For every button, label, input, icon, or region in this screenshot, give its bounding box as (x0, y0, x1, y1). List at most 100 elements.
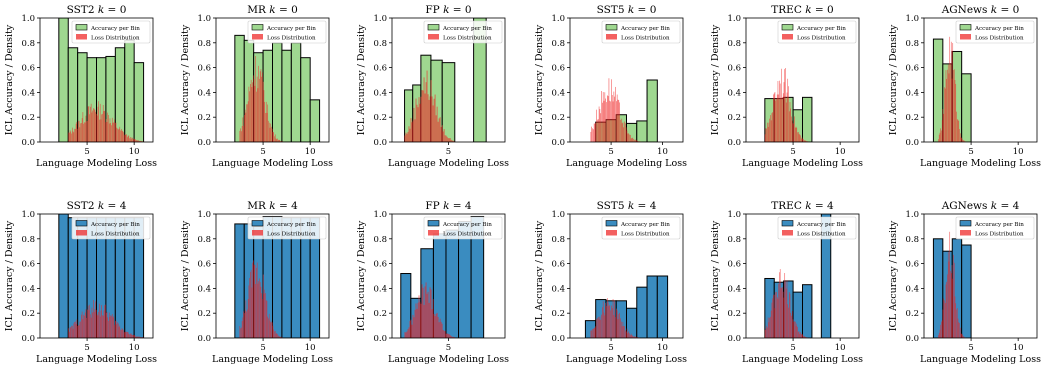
loss-bar (956, 309, 957, 338)
loss-bar (276, 333, 278, 338)
y-tick-label: 0.0 (21, 334, 35, 344)
legend: Accuracy per Bin Loss Distribution (955, 20, 1035, 44)
loss-bar (405, 332, 407, 338)
x-tick-label: 10 (305, 343, 316, 353)
loss-bar (422, 90, 424, 142)
loss-bar (625, 123, 626, 142)
y-tick-label: 0.2 (905, 113, 919, 123)
loss-bar (251, 287, 253, 338)
loss-bar (138, 336, 139, 338)
loss-bar (598, 319, 600, 338)
loss-bar (416, 104, 418, 142)
loss-bar (274, 331, 275, 338)
loss-bar (446, 136, 448, 142)
panel-title: SST5 k = 0 (597, 4, 657, 16)
loss-bar (449, 138, 451, 142)
loss-bar (126, 134, 127, 142)
loss-bar (407, 329, 409, 338)
loss-bar (141, 141, 142, 142)
plot-area (58, 214, 145, 338)
loss-bar (254, 264, 256, 338)
loss-bar (437, 121, 439, 142)
loss-bar (634, 336, 636, 338)
loss-bar (435, 313, 437, 338)
x-tick-label: 5 (968, 147, 973, 157)
loss-bar (121, 130, 123, 142)
loss-bar (611, 305, 612, 338)
panel-title: TREC k = 4 (771, 200, 834, 212)
loss-bar (608, 306, 610, 338)
loss-bar (99, 103, 101, 142)
loss-bar (443, 330, 445, 338)
loss-bar (271, 322, 273, 338)
loss-bar (776, 291, 777, 338)
loss-bar (68, 132, 69, 142)
loss-bar (432, 105, 434, 142)
loss-bar (128, 135, 130, 142)
panel-title: AGNews k = 0 (941, 4, 1020, 16)
panel-title: FP k = 4 (425, 200, 472, 212)
loss-bar (133, 139, 134, 142)
loss-bar (953, 69, 955, 142)
loss-bar (111, 117, 113, 142)
accuracy-bar (124, 39, 135, 142)
loss-bar (453, 336, 455, 338)
loss-bar (136, 336, 137, 338)
loss-bar (938, 332, 940, 338)
loss-bar (440, 127, 442, 142)
loss-bar (764, 330, 766, 338)
loss-bar (102, 105, 104, 142)
loss-bar (117, 129, 119, 142)
legend-box (423, 216, 503, 240)
loss-bar (953, 70, 954, 142)
loss-bar (262, 81, 264, 142)
loss-bar (419, 301, 421, 338)
loss-bar (941, 320, 943, 338)
loss-bar (241, 131, 242, 142)
loss-bar (953, 254, 954, 338)
loss-bar (593, 328, 594, 338)
legend: Accuracy per Bin Loss Distribution (777, 216, 857, 240)
accuracy-bar (58, 18, 69, 142)
legend-swatch-accuracy (427, 220, 440, 227)
panel-sst5-k4: 0.0 0.2 0.4 0.6 0.8 1.0 5 10 SST5 k = 4 Language … (534, 200, 687, 365)
loss-bar (959, 133, 961, 142)
loss-bar (622, 122, 624, 142)
loss-bar (83, 123, 84, 142)
loss-bar (617, 99, 619, 142)
loss-bar (261, 76, 262, 142)
loss-bar (105, 304, 106, 338)
x-tick-label: 10 (835, 147, 846, 157)
x-axis-label: Language Modeling Loss (742, 158, 863, 169)
y-tick-label: 0.4 (905, 284, 919, 294)
legend-label-accuracy: Accuracy per Bin (796, 222, 846, 228)
loss-bar (804, 337, 806, 338)
x-tick-label: 10 (657, 147, 668, 157)
loss-bar (409, 320, 411, 338)
loss-bar (77, 326, 78, 338)
loss-bar (102, 113, 103, 142)
loss-bar (404, 135, 406, 142)
loss-bar (804, 140, 806, 142)
loss-bar (611, 79, 612, 142)
loss-bar (274, 136, 275, 142)
loss-bar (80, 123, 81, 142)
x-axis-label: Language Modeling Loss (36, 354, 157, 365)
loss-bar (802, 334, 804, 338)
x-axis-label: Language Modeling Loss (388, 158, 509, 169)
loss-bar (594, 327, 596, 338)
y-tick-label: 0.2 (197, 309, 211, 319)
loss-bar (244, 109, 246, 142)
loss-bar (69, 331, 70, 338)
loss-bar (81, 314, 82, 338)
loss-bar (132, 137, 133, 142)
loss-bar (273, 329, 275, 338)
loss-bar (627, 133, 629, 142)
loss-bar (110, 123, 112, 142)
loss-bar (595, 326, 597, 338)
loss-bar (945, 284, 947, 338)
loss-bar (631, 334, 633, 338)
y-tick-label: 0.2 (21, 309, 35, 319)
loss-bar (790, 108, 792, 142)
x-tick-label: 10 (129, 147, 140, 157)
